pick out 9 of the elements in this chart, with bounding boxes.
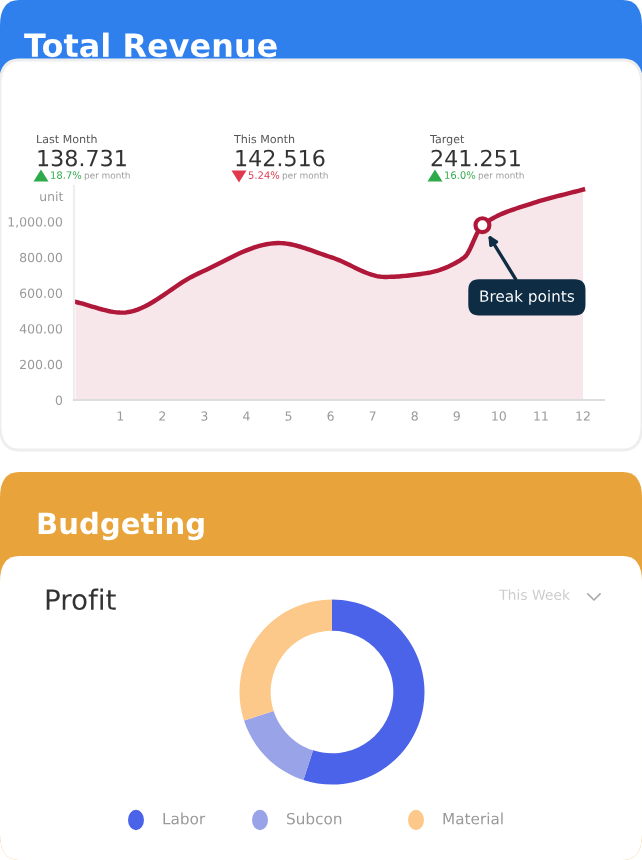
- chart-subtitle: Profit: [46, 588, 116, 611]
- donut-slice: [239, 599, 332, 721]
- text: 138.731: [38, 149, 126, 167]
- chart-title: Total Revenue: [24, 32, 277, 58]
- text: 241.251: [431, 149, 520, 167]
- donut-slice: [244, 710, 314, 780]
- text: 142.516: [236, 149, 325, 167]
- chart-title: Budgeting: [38, 511, 204, 541]
- donut-slice: [303, 599, 425, 785]
